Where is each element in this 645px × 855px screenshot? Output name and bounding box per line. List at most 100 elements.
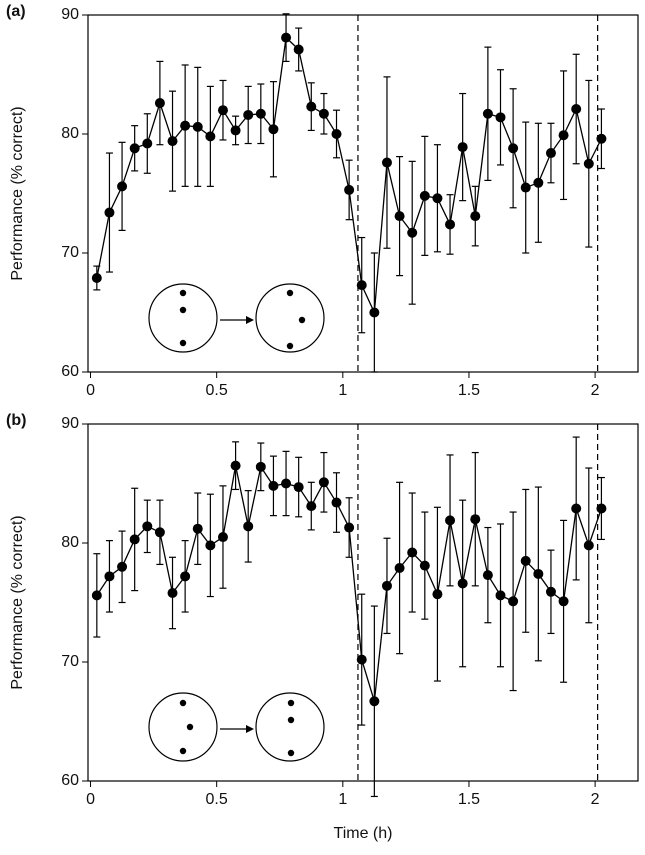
data-point [508,143,519,154]
x-tick-label: 0.5 [206,382,228,399]
data-point [369,307,380,318]
inset-dot [287,716,295,724]
data-point [167,587,178,598]
data-point [596,503,607,514]
data-point [154,98,165,109]
data-point [205,131,216,142]
data-point [306,101,317,112]
y-axis-label: Performance (% correct) [9,106,26,280]
data-point [129,143,140,154]
data-point [281,32,292,43]
y-tick-label: 80 [61,534,79,551]
data-point [596,133,607,144]
x-tick-label: 0.5 [206,791,228,808]
x-tick-label: 2 [591,382,600,399]
data-point [545,148,556,159]
data-point [192,121,203,132]
inset-dot [186,723,194,731]
data-point [180,120,191,131]
data-point [142,138,153,149]
data-point [331,497,342,508]
data-point [583,540,594,551]
plot-frame [87,423,639,782]
inset-circle [255,692,325,762]
data-point [344,522,355,533]
data-point [482,570,493,581]
inset-dot [286,289,294,297]
data-point [583,158,594,169]
data-point [545,586,556,597]
data-point [432,589,443,600]
inset-dot [286,342,294,350]
data-point [129,534,140,545]
data-point [558,130,569,141]
data-point [508,596,519,607]
panel-label: (a) [6,3,26,20]
data-point [445,219,456,230]
data-point [407,227,418,238]
inset-dot [287,749,295,757]
data-point [533,177,544,188]
data-point [381,580,392,591]
y-tick-label: 60 [61,772,79,789]
data-point [243,109,254,120]
data-point [255,461,266,472]
data-point [91,272,102,283]
data-point [293,44,304,55]
data-point [369,696,380,707]
data-point [381,157,392,168]
inset-circle [255,283,325,353]
data-point [344,184,355,195]
data-point [243,521,254,532]
data-point [192,523,203,534]
x-tick-label: 2 [591,791,600,808]
inset-dot [287,699,295,707]
data-point [142,521,153,532]
y-axis-label: Performance (% correct) [9,515,26,689]
data-point [394,211,405,222]
data-point [104,571,115,582]
data-point [117,181,128,192]
data-point [571,503,582,514]
x-tick-label: 0 [86,791,95,808]
data-point [268,124,279,135]
data-point [281,478,292,489]
data-point [520,182,531,193]
plot-frame [87,14,639,373]
data-point [318,477,329,488]
data-point [470,211,481,222]
data-point [318,108,329,119]
data-point [91,590,102,601]
data-point [558,596,569,607]
data-point [268,480,279,491]
y-tick-label: 60 [61,363,79,380]
y-tick-label: 90 [61,6,79,23]
data-point [520,555,531,566]
data-point [571,104,582,115]
inset-dot [179,339,187,347]
x-tick-label: 1 [338,791,347,808]
data-point [154,527,165,538]
data-point [117,561,128,572]
x-tick-label: 1 [338,382,347,399]
data-point [432,193,443,204]
data-point [407,547,418,558]
y-tick-label: 80 [61,125,79,142]
data-point [419,560,430,571]
inset-circle [148,692,218,762]
x-tick-label: 0 [86,382,95,399]
data-point [180,571,191,582]
data-point [255,108,266,119]
data-point [217,532,228,543]
data-point [293,482,304,493]
inset-dot [179,289,187,297]
data-point [533,568,544,579]
data-point [205,540,216,551]
data-point [457,578,468,589]
data-point [470,514,481,525]
data-point [495,590,506,601]
inset-arrowhead [246,725,254,733]
data-point [482,108,493,119]
data-point [167,136,178,147]
inset-dot [298,316,306,324]
